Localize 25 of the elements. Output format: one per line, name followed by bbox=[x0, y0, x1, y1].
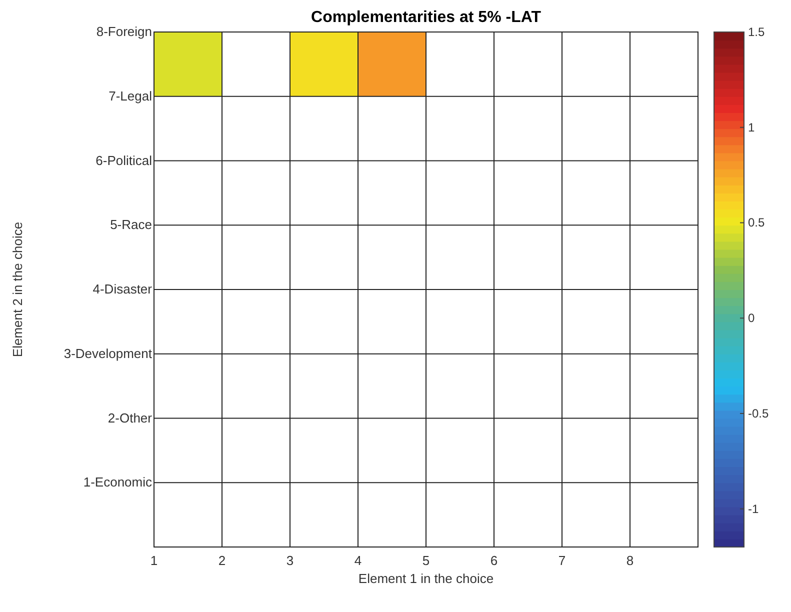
chart-title: Complementarities at 5% -LAT bbox=[311, 9, 542, 26]
y-tick-label: 3-Development bbox=[64, 346, 152, 361]
x-tick-label: 8 bbox=[626, 553, 634, 568]
color-bar-label: -1 bbox=[748, 502, 759, 516]
x-tick-label: 2 bbox=[218, 553, 226, 568]
color-bar-label: 1.5 bbox=[748, 25, 766, 39]
color-bar-label: -0.5 bbox=[748, 406, 770, 420]
y-tick-label: 7-Legal bbox=[108, 88, 152, 104]
color-bar-label: 0.5 bbox=[748, 216, 766, 230]
x-tick-label: 4 bbox=[354, 553, 362, 568]
x-tick-label: 5 bbox=[422, 553, 430, 568]
y-tick-label: 2-Other bbox=[108, 410, 153, 426]
y-tick-label: 8-Foreign bbox=[96, 24, 152, 39]
x-tick-label: 3 bbox=[286, 553, 294, 568]
y-tick-label: 1-Economic bbox=[83, 474, 152, 490]
color-bar-label: 1 bbox=[748, 120, 755, 134]
y-tick-label: 4-Disaster bbox=[92, 282, 153, 296]
x-tick-label: 1 bbox=[150, 553, 158, 568]
x-tick-label: 6 bbox=[490, 553, 498, 568]
color-bar-label: 0 bbox=[748, 311, 755, 326]
y-axis-title: Element 2 in the choice bbox=[10, 222, 25, 358]
y-tick-label: 6-Political bbox=[96, 152, 152, 168]
y-tick-label: 5-Race bbox=[110, 217, 152, 232]
x-tick-label: 7 bbox=[558, 553, 566, 568]
x-axis-title: Element 1 in the choice bbox=[358, 571, 494, 586]
